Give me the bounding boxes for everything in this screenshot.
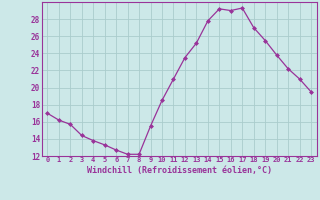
X-axis label: Windchill (Refroidissement éolien,°C): Windchill (Refroidissement éolien,°C) <box>87 166 272 175</box>
